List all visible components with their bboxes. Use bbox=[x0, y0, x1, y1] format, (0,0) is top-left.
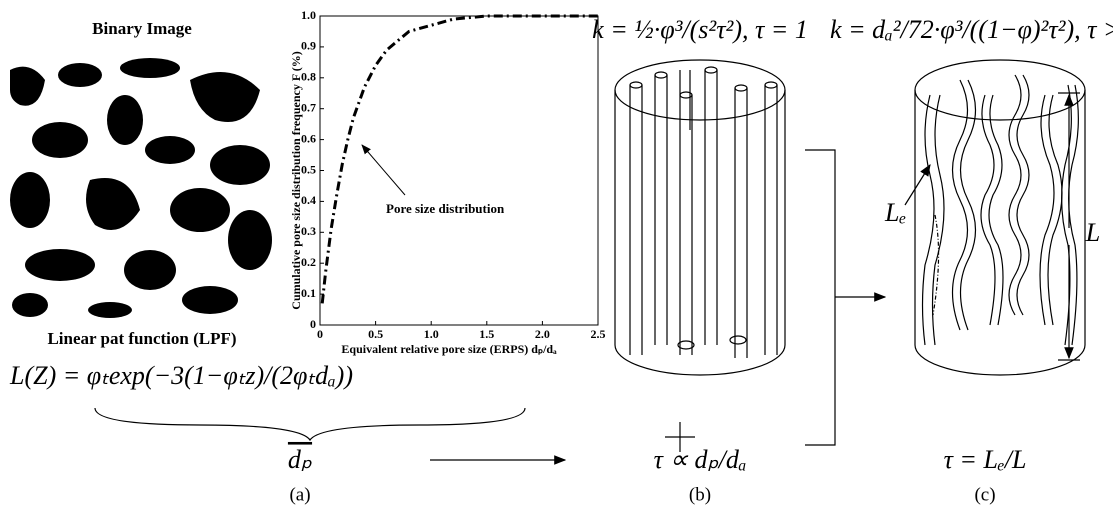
y-tick-label: 0.7 bbox=[301, 100, 316, 114]
tortuosity: τ ∝ dₚ/dₐ bbox=[654, 445, 747, 474]
length: L bbox=[1085, 218, 1100, 247]
y-tick-label: 0.1 bbox=[301, 286, 316, 300]
chart: 0 0.5 1.0 1.5 2.0 2.5 0 0.1 0.2 0.3 0.4 0.5 0.6 0.7 0.… bbox=[289, 8, 606, 356]
panel-label: (c) bbox=[974, 484, 995, 505]
lpf-formula: L(Z) = φₜexp(−3(1−φₜz)/(2φₜdₐ)) bbox=[9, 361, 353, 390]
x-tick-label: 2.0 bbox=[535, 327, 550, 341]
annotation-arrow bbox=[361, 144, 406, 196]
y-tick-label: 0.5 bbox=[301, 162, 316, 176]
y-axis-label: Cumulative pore size distribution freque… bbox=[289, 51, 303, 309]
image-title: Binary Image bbox=[92, 19, 192, 38]
lpf-title: Linear pat function (LPF) bbox=[47, 329, 236, 348]
binary-image bbox=[10, 55, 275, 320]
length-ends bbox=[1058, 92, 1080, 361]
panel-label: (b) bbox=[689, 484, 711, 505]
y-tick-label: 0.8 bbox=[301, 70, 316, 84]
x-tick-label: 0.5 bbox=[368, 327, 383, 341]
y-tick-label: 1.0 bbox=[301, 8, 316, 22]
effective-length: Lₑ bbox=[884, 198, 906, 227]
y-tick-label: 0 bbox=[310, 317, 316, 331]
plot-frame bbox=[319, 15, 599, 326]
arrow bbox=[904, 163, 931, 206]
straight-capillaries bbox=[614, 59, 786, 376]
plus bbox=[665, 422, 695, 452]
x-tick-label: 2.5 bbox=[591, 327, 606, 341]
y-tick-label: 0.9 bbox=[301, 39, 316, 53]
x-axis-label: Equivalent relative pore size (ERPS) dₚ/… bbox=[341, 342, 557, 356]
formula: k = dₐ²/72·φ³/((1−φ)²τ²), τ > 1 bbox=[830, 15, 1113, 44]
x-tick-label: 0 bbox=[317, 327, 323, 341]
tortuous-capillaries bbox=[914, 59, 1086, 376]
formula: k = ½·φ³/(s²τ²), τ = 1 bbox=[592, 15, 808, 44]
y-tick-label: 0.3 bbox=[301, 224, 316, 238]
mean-size: dₚ bbox=[288, 445, 312, 474]
tortuosity: τ = Lₑ/L bbox=[944, 445, 1027, 474]
brace bbox=[94, 407, 526, 442]
x-tick-label: 1.5 bbox=[479, 327, 494, 341]
y-tick-label: 0.2 bbox=[301, 255, 316, 269]
y-tick-label: 0.6 bbox=[301, 131, 316, 145]
panel-label: (a) bbox=[289, 484, 310, 505]
line bbox=[320, 14, 598, 304]
bracket bbox=[805, 149, 836, 446]
y-tick-label: 0.4 bbox=[301, 193, 316, 207]
annotation: Pore size distribution bbox=[386, 201, 505, 216]
x-tick-label: 1.0 bbox=[424, 327, 439, 341]
